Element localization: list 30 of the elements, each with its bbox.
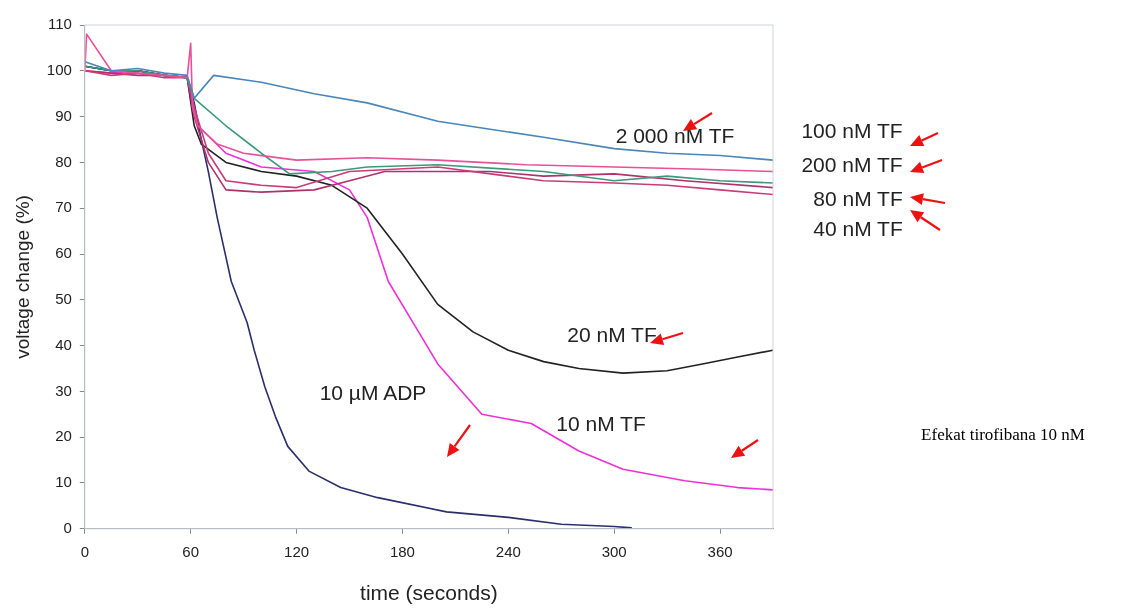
annotation: 10 nM TF [556,412,646,436]
x-tick-label: 300 [601,542,627,560]
y-tick-label: 50 [55,289,72,307]
text: 40 nM TF [813,217,903,241]
y-tick-label: 20 [55,427,72,445]
x-tick-label: 0 [80,542,89,560]
x-tick-label: 240 [495,542,521,560]
y-tick-label: 90 [55,106,72,124]
x-tick-label: 120 [284,542,310,560]
annotation: 10 µM ADP [319,381,427,405]
x-axis-title: time (seconds) [360,581,498,605]
y-tick-label: 30 [55,381,72,399]
x-tick-label: 180 [389,542,415,560]
y-tick-label: 80 [55,152,72,170]
y-tick-label: 10 [55,473,72,491]
text: Efekat tirofibana 10 nM [921,425,1085,445]
text: 80 nM TF [813,187,903,211]
text: 100 nM TF [801,119,903,143]
y-tick-label: 60 [55,244,72,262]
y-axis-title: voltage change (%) [11,195,33,359]
annotation: 2 000 nM TF [615,124,735,148]
y-tick-label: 0 [63,518,72,536]
x-tick-label: 360 [707,542,733,560]
text: 200 nM TF [801,153,903,177]
y-tick-label: 40 [55,335,72,353]
y-tick-label: 70 [55,198,72,216]
y-tick-label: 110 [47,15,72,33]
y-tick-label: 100 [46,60,72,78]
annotation: 20 nM TF [567,323,657,347]
x-tick-label: 60 [182,542,200,560]
